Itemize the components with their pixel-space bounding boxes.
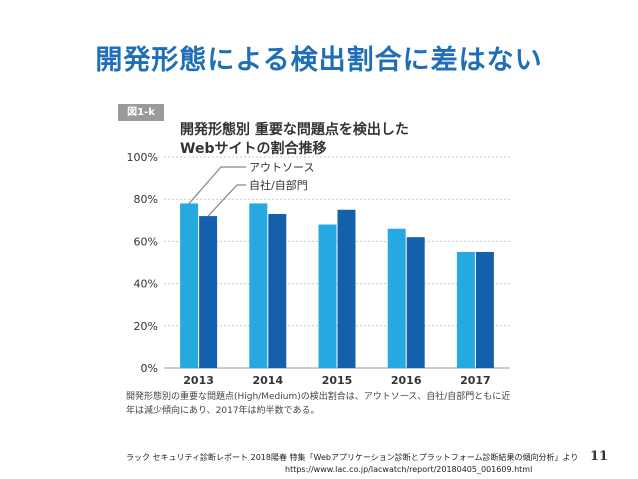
x-tick-label-2014: 2014 bbox=[252, 374, 283, 387]
x-tick-label-2015: 2015 bbox=[322, 374, 353, 387]
bar-inhouse-2015 bbox=[337, 209, 356, 368]
footer-source: ラック セキュリティ診断レポート 2018陽春 特集「Webアプリケーション診断… bbox=[126, 453, 579, 462]
x-tick-label-2016: 2016 bbox=[391, 374, 422, 387]
legend-label-outsource: アウトソース bbox=[249, 161, 314, 174]
slide-title: 開発形態による検出割合に差はない bbox=[95, 45, 543, 76]
y-tick-label-40: 40% bbox=[134, 278, 158, 291]
y-tick-label-20: 20% bbox=[134, 320, 158, 333]
bar-inhouse-2014 bbox=[268, 213, 287, 368]
figure-title-line2: Webサイトの割合推移 bbox=[180, 141, 327, 157]
bar-inhouse-2016 bbox=[406, 237, 425, 368]
legend-label-inhouse: 自社/自部門 bbox=[249, 178, 308, 192]
bar-chart: 0% 20% 40% 60% 80% 100% 2013 2014 2015 2016 2017 アウ… bbox=[127, 151, 510, 387]
figure-title: 開発形態別 重要な問題点を検出した Webサイトの割合推移 bbox=[180, 102, 510, 178]
y-tick-label-80: 80% bbox=[134, 193, 158, 206]
bar-outsource-2015 bbox=[318, 224, 337, 368]
bar-outsource-2017 bbox=[456, 251, 475, 368]
bar-inhouse-2013 bbox=[199, 216, 218, 368]
bar-outsource-2014 bbox=[249, 203, 268, 368]
page-number: 11 bbox=[590, 449, 609, 464]
x-tick-label-2017: 2017 bbox=[460, 374, 491, 387]
figure-badge: 図1-k bbox=[118, 104, 164, 121]
bar-outsource-2013 bbox=[180, 203, 199, 368]
y-tick-label-0: 0% bbox=[141, 362, 158, 375]
legend-leader-outsource bbox=[188, 166, 246, 204]
footer-url[interactable]: https://www.lac.co.jp/lacwatch/report/20… bbox=[285, 465, 533, 474]
y-tick-label-60: 60% bbox=[134, 235, 158, 248]
chart-panel: 図1-k 開発形態別 重要な問題点を検出した Webサイトの割合推移 0% 20%… bbox=[118, 100, 514, 430]
legend-leader-inhouse bbox=[207, 184, 246, 217]
bar-inhouse-2017 bbox=[475, 251, 494, 368]
y-tick-label-100: 100% bbox=[127, 151, 158, 164]
figure-note: 開発形態別の重要な問題点(High/Medium)の検出割合は、アウトソース、自… bbox=[126, 392, 511, 416]
x-tick-label-2013: 2013 bbox=[183, 374, 214, 387]
bar-outsource-2016 bbox=[387, 228, 406, 368]
figure-title-line1: 開発形態別 重要な問題点を検出した bbox=[180, 122, 409, 138]
